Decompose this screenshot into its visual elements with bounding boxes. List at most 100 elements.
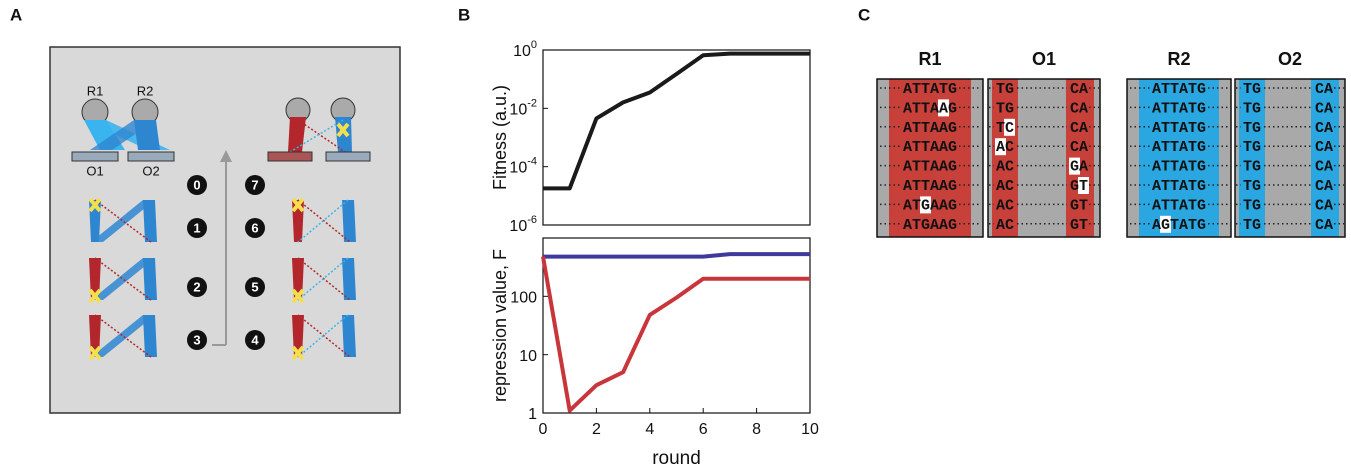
step-badge <box>187 277 207 297</box>
operator <box>71 151 119 162</box>
step-number: 6 <box>251 220 258 235</box>
y-axis-label: repression value, F <box>490 249 510 402</box>
sequence: CA <box>1070 100 1088 117</box>
mutation-highlight <box>938 99 949 117</box>
y-axis-label: Fitness (a.u.) <box>490 85 510 190</box>
sequence: ATTATG <box>1152 100 1206 117</box>
binding-band <box>91 315 155 357</box>
sequence: AGTATG <box>1152 217 1206 234</box>
x-tick-label: 6 <box>699 421 708 438</box>
binding-band <box>91 200 155 242</box>
y-tick-label: 1 <box>528 406 537 423</box>
data-line <box>543 252 810 259</box>
x-tick-label: 10 <box>801 421 819 438</box>
weak-binding <box>297 314 351 358</box>
step-number: 5 <box>251 279 258 294</box>
panel-c: R1 ATTATG ATTAAG ATTAAG ATTAAG ATTAAG ATTAAG AT… <box>876 49 1346 238</box>
x-tick-label: 2 <box>592 421 601 438</box>
sequence: ATTATG <box>1152 197 1206 214</box>
mutation-mark <box>336 122 350 138</box>
sequence: ATTAAG <box>903 120 957 137</box>
repressor-label: R1 <box>87 83 104 98</box>
binding-band <box>342 200 356 242</box>
sequence: ATTAAG <box>903 139 957 156</box>
sequence: TG <box>1243 120 1261 137</box>
step-badge <box>245 175 265 195</box>
binding-band <box>90 120 156 150</box>
mutation-highlight <box>1160 215 1171 233</box>
sequence: CA <box>1315 139 1333 156</box>
mutation-mark <box>291 288 305 304</box>
operator-label: O2 <box>142 163 159 178</box>
mutation-mark <box>88 345 102 361</box>
sequence: TG <box>1243 81 1261 98</box>
residue-column <box>1139 79 1219 237</box>
block-frame <box>876 78 984 238</box>
binding-band <box>342 258 356 300</box>
binding-band <box>288 117 306 152</box>
sequence: ATGAAG <box>903 217 957 234</box>
mutation-highlight <box>995 138 1006 156</box>
sequence: CA <box>1070 120 1088 137</box>
step-badge <box>187 330 207 350</box>
binding-band <box>143 315 157 357</box>
panel-label: C <box>858 5 870 24</box>
operator <box>267 151 313 162</box>
step-number: 0 <box>193 177 200 192</box>
panel-a: R1 R2 O1 O2 0 1 2 3 4 5 6 7 <box>49 46 401 414</box>
step-number: 4 <box>251 332 259 347</box>
mutation-mark <box>291 345 305 361</box>
panel-label: A <box>10 5 22 24</box>
sequence: CA <box>1315 120 1333 137</box>
sequence: CA <box>1315 178 1333 195</box>
weak-binding <box>297 257 351 301</box>
sequence: CA <box>1315 100 1333 117</box>
step-number: 1 <box>193 220 200 235</box>
sequence: CA <box>1070 81 1088 98</box>
sequence: TG <box>1243 139 1261 156</box>
sequence: CA <box>1315 217 1333 234</box>
sequence: TC <box>996 120 1014 137</box>
y-tick-label: 10-6 <box>509 214 537 235</box>
y-tick-label: 10-4 <box>509 156 537 177</box>
step-badge <box>245 218 265 238</box>
sequence: TG <box>1243 178 1261 195</box>
sequence: CA <box>1315 81 1333 98</box>
step-badge <box>187 175 207 195</box>
sequence: ATTATG <box>1152 120 1206 137</box>
operator-label: O1 <box>86 163 103 178</box>
sequence: GT <box>1070 217 1088 234</box>
mutation-highlight <box>1069 157 1080 175</box>
block-frame <box>1234 78 1346 238</box>
x-axis-label: round <box>652 448 701 469</box>
sequence: CA <box>1070 139 1088 156</box>
sequence: ATTATG <box>1152 159 1206 176</box>
binding-band <box>342 315 356 357</box>
x-tick-label: 4 <box>645 421 654 438</box>
plot-frame <box>542 237 811 414</box>
y-tick-label: 10 <box>519 348 537 365</box>
y-tick-label: 100 <box>513 39 537 60</box>
step-number: 3 <box>193 332 200 347</box>
binding-band <box>91 258 155 300</box>
step-badge <box>245 330 265 350</box>
mutation-highlight <box>1004 118 1015 136</box>
block-title: O2 <box>1278 49 1302 69</box>
weak-binding <box>297 199 351 243</box>
block-frame <box>987 78 1101 238</box>
step-badge <box>187 218 207 238</box>
block-frame <box>1126 78 1232 238</box>
residue-column <box>1311 79 1339 237</box>
x-tick-label: 8 <box>752 421 761 438</box>
y-tick-label: 100 <box>510 290 537 307</box>
sequence: GA <box>1070 159 1088 176</box>
panel-label: B <box>458 5 470 24</box>
sequence: ATTATG <box>903 81 957 98</box>
sequence: TG <box>1243 197 1261 214</box>
weak-binding <box>297 199 349 243</box>
weak-binding <box>297 119 346 153</box>
sequence: ATTATG <box>1152 81 1206 98</box>
operator <box>325 151 371 162</box>
block-title: O1 <box>1032 49 1056 69</box>
